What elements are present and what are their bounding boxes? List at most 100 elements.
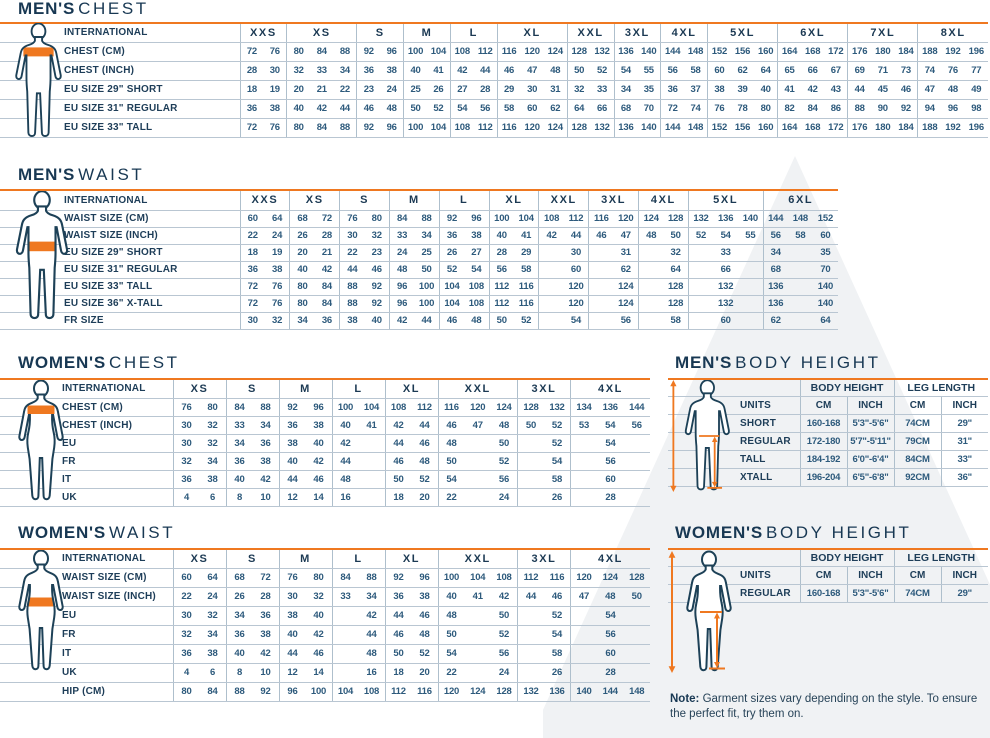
size-cell: 32	[199, 434, 226, 453]
size-cell: 96	[411, 568, 438, 588]
size-cell: 176	[847, 42, 872, 62]
size-cell: 124	[491, 398, 518, 417]
size-cell: 28	[570, 663, 650, 683]
size-cell: 36	[356, 61, 381, 81]
size-cell: 38	[278, 434, 306, 453]
size-cell: 18	[384, 488, 412, 507]
size-cell: 44	[384, 606, 412, 626]
size-cell: 88	[339, 295, 365, 313]
size-cell: 64	[754, 61, 778, 81]
size-cell: 96	[941, 99, 965, 119]
size-cell: 32	[172, 452, 200, 471]
size-cell	[464, 452, 491, 471]
size-cell: 80	[172, 682, 200, 702]
size-cell: 92	[894, 99, 918, 119]
size-cell: 27	[464, 244, 490, 262]
size-cell: 148	[623, 682, 650, 702]
size-cell: 144	[762, 210, 788, 228]
size-cell: 92	[384, 568, 412, 588]
size-cell: 54	[437, 644, 465, 664]
size-cell: 36	[225, 625, 253, 645]
size-cell: 38	[252, 625, 279, 645]
size-cell: 34	[358, 587, 385, 607]
title-bold: MEN'S	[18, 165, 76, 184]
size-cell: 72	[239, 118, 264, 138]
size-cell: 90	[871, 99, 895, 119]
unit-header: CM	[799, 566, 847, 585]
column-header: INTERNATIONAL	[0, 23, 240, 43]
size-cell: 24	[388, 244, 415, 262]
height-cell: 29"	[940, 414, 988, 433]
size-group-header: XS	[172, 379, 226, 399]
size-cell: 72	[252, 568, 279, 588]
size-cell: 44	[339, 261, 365, 279]
size-cell: 120	[464, 398, 491, 417]
size-cell: 42	[449, 61, 474, 81]
size-group-header: 3XL	[613, 23, 661, 43]
size-cell: 36	[384, 587, 412, 607]
size-cell: 30	[239, 312, 265, 330]
size-group-header: M	[278, 379, 332, 399]
size-cell	[538, 295, 564, 313]
size-cell: 72	[239, 42, 264, 62]
size-cell: 60	[520, 99, 544, 119]
size-cell: 88	[225, 682, 253, 702]
size-cell: 16	[331, 488, 359, 507]
size-cell: 124	[464, 682, 491, 702]
size-cell: 108	[491, 568, 518, 588]
size-cell: 28	[570, 488, 650, 507]
size-cell: 104	[427, 42, 451, 62]
size-cell: 25	[403, 80, 427, 100]
size-group-header: L	[449, 23, 498, 43]
height-cell: 84CM	[893, 450, 941, 469]
size-cell: 152	[706, 118, 731, 138]
size-cell: 72	[239, 278, 265, 296]
row-label: EU SIZE 31" REGULAR	[0, 261, 240, 279]
size-cell: 44	[847, 80, 872, 100]
size-cell: 28	[314, 227, 340, 245]
table-row: EU 30 32 34 36 38 40 42 44 46 48 50 52 54	[0, 606, 650, 626]
size-cell: 88	[847, 99, 872, 119]
size-cell: 34	[613, 80, 638, 100]
size-cell: 43	[824, 80, 848, 100]
height-cell: 79CM	[893, 432, 941, 451]
size-cell: 140	[570, 682, 597, 702]
size-cell: 46	[384, 452, 412, 471]
size-cell: 76	[941, 61, 965, 81]
female-chest-figure-icon	[13, 379, 69, 507]
size-group-header: L	[438, 190, 490, 211]
size-cell: 88	[414, 210, 440, 228]
size-cell: 32	[286, 61, 311, 81]
size-cell: 4	[172, 488, 200, 507]
size-cell: 34	[199, 625, 226, 645]
table-row: CHEST (INCH) 28 30 32 33 34 36 38 40 41 42 44 46 47 48…	[0, 61, 988, 81]
title-rest: BODY HEIGHT	[766, 523, 912, 542]
size-cell	[517, 663, 544, 683]
size-cell: 192	[941, 42, 965, 62]
size-cell: 136	[613, 118, 638, 138]
size-cell: 48	[437, 606, 465, 626]
size-cell: 88	[333, 42, 357, 62]
size-cell: 36	[239, 99, 264, 119]
size-cell	[517, 606, 544, 626]
size-cell: 58	[663, 312, 689, 330]
size-cell: 36	[314, 312, 340, 330]
size-cell: 48	[411, 625, 438, 645]
size-cell: 76	[339, 210, 365, 228]
size-cell: 128	[663, 295, 689, 313]
mens-body-height-title: MEN'S BODY HEIGHT	[675, 354, 990, 371]
size-cell: 56	[570, 452, 650, 471]
unit-header: INCH	[940, 396, 988, 415]
size-cell: 116	[544, 568, 571, 588]
size-cell: 54	[570, 434, 650, 453]
size-cell: 28	[252, 587, 279, 607]
size-cell: 80	[199, 398, 226, 417]
size-cell: 66	[801, 61, 825, 81]
size-cell: 128	[566, 42, 591, 62]
size-cell: 24	[264, 227, 290, 245]
size-cell: 92	[356, 42, 381, 62]
size-cell: 28	[473, 80, 498, 100]
size-cell: 112	[563, 210, 589, 228]
size-cell: 46	[894, 80, 918, 100]
